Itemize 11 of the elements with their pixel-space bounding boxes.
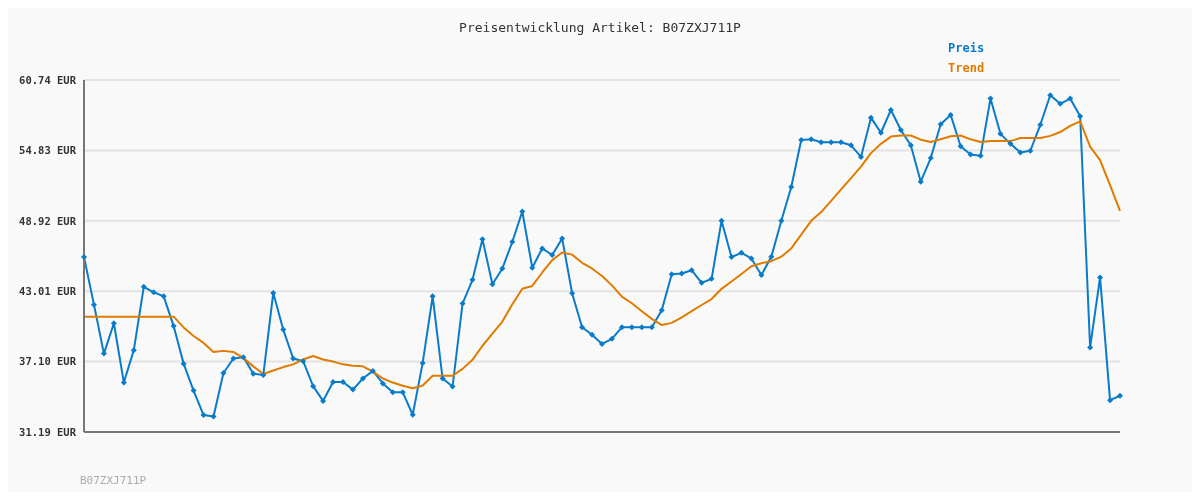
line-series [83,120,1121,390]
text: Trend [948,60,985,77]
text: Preis [948,40,985,57]
y-tick-label: 31.19 EUR [19,425,77,438]
y-tick-label: 37.10 EUR [19,355,77,368]
y-tick-label: 43.01 EUR [19,284,77,297]
y-tick-label: 60.74 EUR [19,73,77,86]
text: B07ZXJ711P [80,474,147,487]
chart-title: Preisentwicklung Artikel: B07ZXJ711P [458,20,742,35]
y-tick-label: 54.83 EUR [19,144,77,157]
y-tick-label: 48.92 EUR [19,214,77,227]
